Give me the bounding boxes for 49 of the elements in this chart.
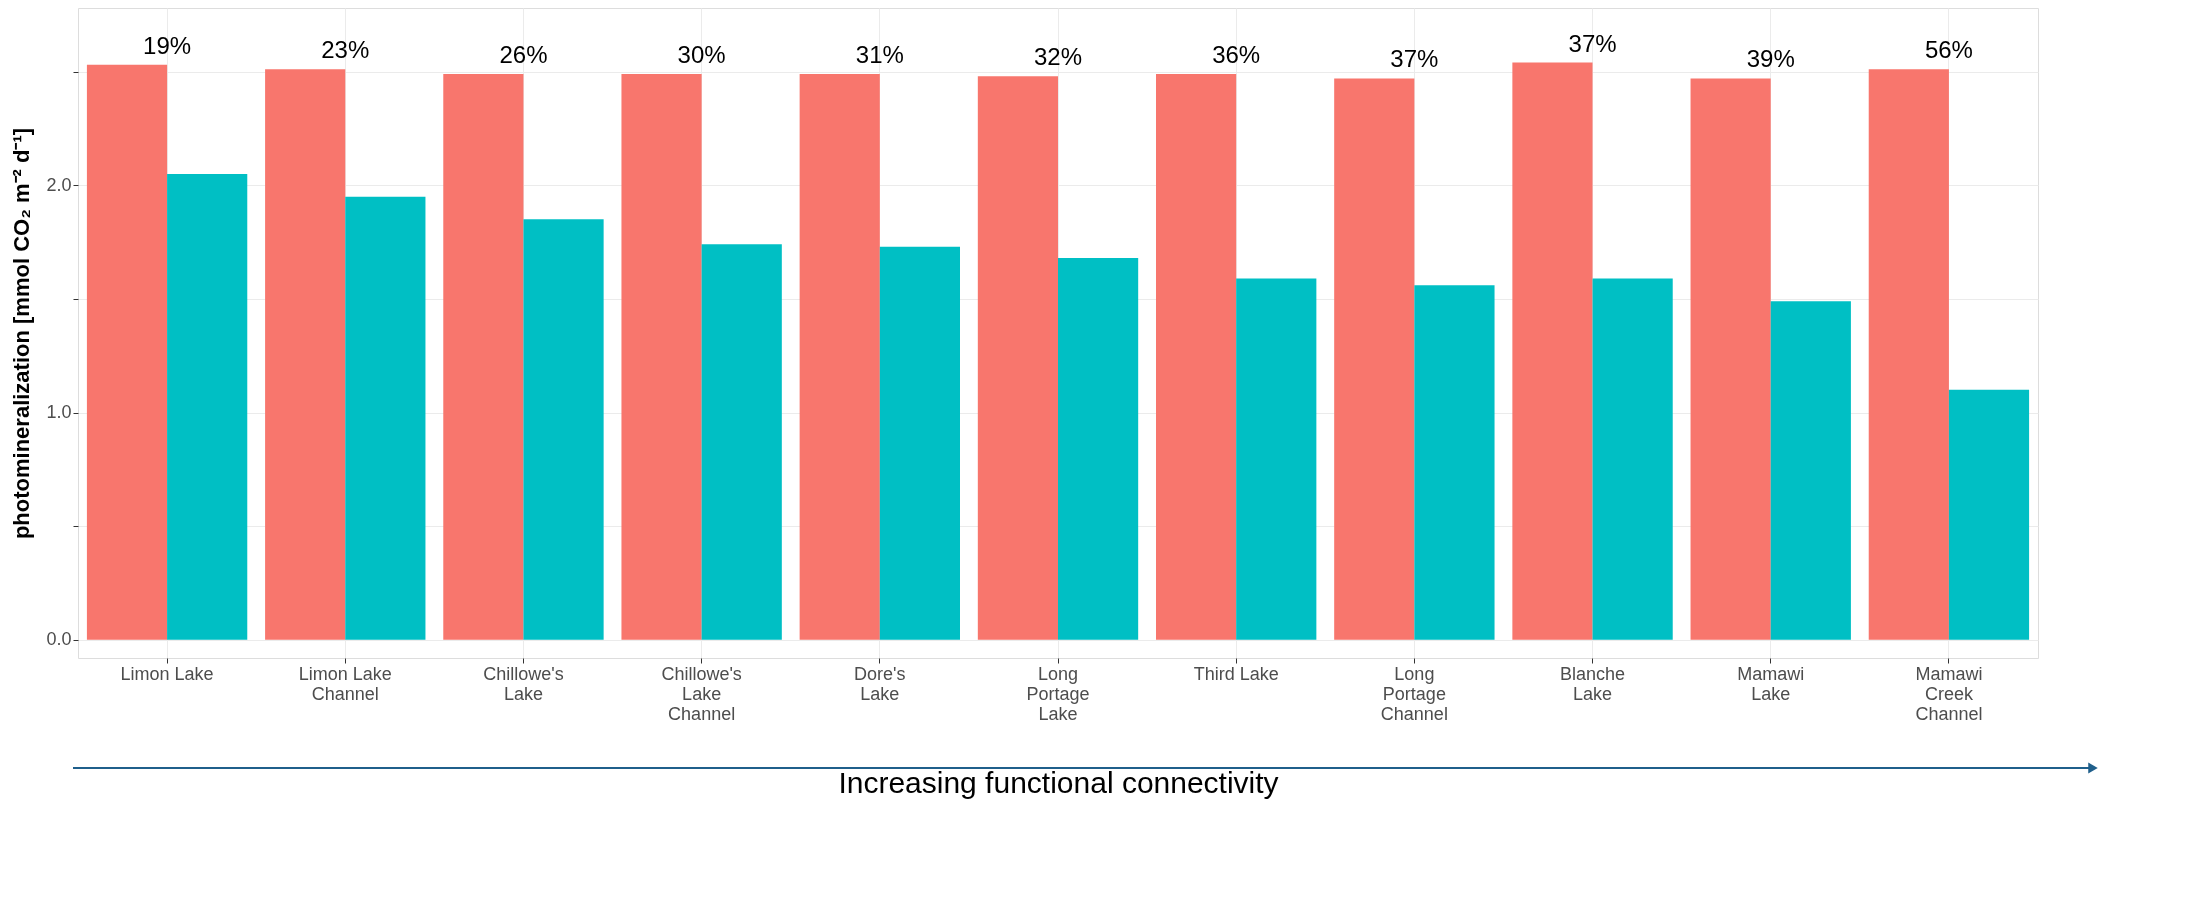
bar: [799, 73, 880, 640]
annotation: 56%: [1924, 36, 1973, 64]
bar: [345, 196, 426, 640]
bar: [1414, 285, 1495, 640]
bar: [1058, 258, 1139, 640]
x-tick-label: Third Lake: [1193, 663, 1279, 684]
bar: [1512, 62, 1593, 640]
x-tick-label: Long Portage Channel: [1380, 663, 1448, 724]
annotation: 30%: [677, 40, 726, 68]
x-tick-label: Long Portage Lake: [1026, 663, 1090, 724]
bar: [1592, 278, 1673, 640]
bar: [265, 69, 346, 640]
bar: [1334, 78, 1415, 640]
bar: [701, 244, 782, 640]
annotation: 36%: [1212, 40, 1261, 68]
annotation: 31%: [855, 40, 904, 68]
bar: [443, 73, 524, 640]
bar: [167, 173, 248, 640]
bar: [977, 76, 1058, 640]
bar: [1156, 73, 1237, 640]
y-tick-label: 1.0: [46, 402, 72, 423]
y-tick-label: 0.0: [46, 629, 72, 650]
bar: [879, 246, 960, 640]
y-axis-title: photomineralization [mmol CO₂ m⁻² d⁻¹]: [9, 127, 35, 540]
bar: [1948, 389, 2030, 640]
x-tick-label: Blanche Lake: [1560, 663, 1626, 704]
x-tick-label: Dore's Lake: [854, 663, 906, 704]
bar: [523, 219, 604, 640]
bar: [1868, 69, 1949, 640]
bar: [1236, 278, 1317, 640]
x-axis-title: Increasing functional connectivity: [838, 765, 1279, 799]
x-tick-label: Limon Lake: [120, 663, 214, 684]
annotation: 26%: [499, 40, 548, 68]
x-tick-label: Chillowe's Lake Channel: [661, 663, 742, 724]
annotation: 23%: [321, 36, 370, 64]
bar: [86, 64, 168, 640]
bar: [1690, 78, 1771, 640]
annotation: 37%: [1568, 29, 1617, 57]
annotation: 37%: [1390, 45, 1439, 73]
y-tick-label: 2.0: [46, 174, 72, 195]
annotation: 32%: [1033, 43, 1083, 71]
x-tick-label: Mamawi Creek Channel: [1915, 663, 1983, 724]
annotation: 39%: [1746, 45, 1795, 73]
annotation: 19%: [143, 31, 192, 59]
bar: [621, 73, 702, 640]
x-tick-label: Limon Lake Channel: [298, 663, 392, 704]
bar: [1770, 301, 1851, 640]
x-tick-label: Chillowe's Lake: [483, 663, 564, 704]
x-tick-label: Mamawi Lake: [1737, 663, 1805, 704]
